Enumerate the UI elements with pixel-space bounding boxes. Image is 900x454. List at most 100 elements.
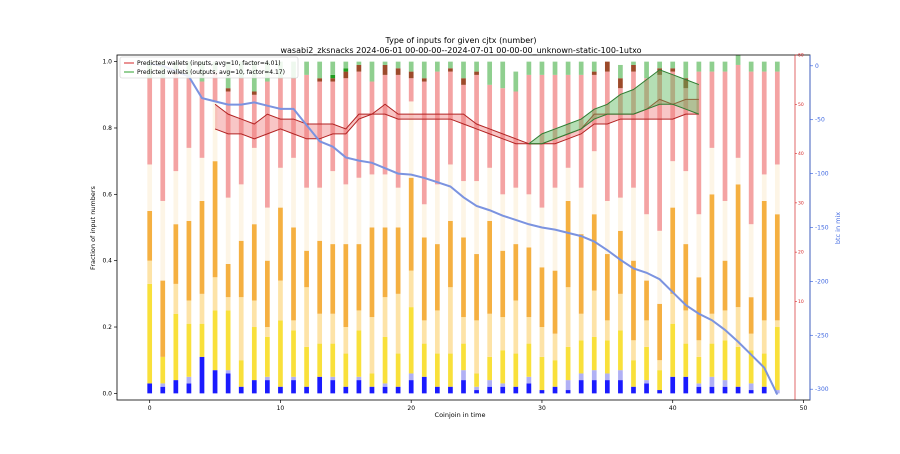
bar-segment-cream — [618, 197, 623, 231]
bar-segment-orange — [722, 260, 728, 311]
bar-segment-lavender — [500, 383, 506, 387]
bar-segment-cream — [434, 184, 440, 245]
bar-segment-pink — [748, 71, 754, 225]
bar-segment-lightgreen — [735, 55, 741, 65]
bar-segment-peach — [317, 313, 323, 344]
bar-segment-peach — [591, 290, 597, 337]
bar-segment-cream — [369, 174, 375, 228]
bar-segment-blue — [265, 380, 270, 394]
bar-segment-orange — [225, 263, 231, 298]
bar-segment-brown — [670, 68, 676, 72]
bar-segment-cream — [356, 177, 362, 245]
bar-segment-peach — [670, 293, 676, 324]
bar-segment-blue — [186, 383, 192, 394]
bar-segment-lightgreen — [369, 61, 375, 82]
bar-segment-lightgreen — [722, 61, 728, 72]
bar-segment-yellow — [631, 360, 636, 387]
bar-segment-pink — [369, 81, 375, 175]
bar-segment-yellow — [474, 373, 479, 387]
bar-segment-pink — [774, 71, 780, 165]
bar-segment-brown — [225, 88, 231, 92]
bar-segment-cream — [173, 171, 179, 225]
bar-segment-lavender — [591, 370, 597, 381]
bar-segment-peach — [265, 327, 270, 337]
bar-segment-orange — [774, 214, 780, 321]
red-tick-label: 20 — [798, 250, 804, 256]
bar-segment-blue — [369, 386, 375, 394]
bar-segment-blue — [591, 380, 597, 394]
bar-segment-blue — [761, 386, 767, 394]
btc-in-mix-line — [149, 62, 779, 396]
bar-segment-lightgreen — [748, 61, 754, 72]
bar-segment-peach — [565, 287, 571, 347]
bar-segment-yellow — [735, 346, 741, 387]
bar-segment-peach — [657, 360, 662, 371]
bar-segment-blue — [317, 376, 323, 394]
bar-segment-blue — [238, 386, 244, 394]
bar-segment-pink — [304, 74, 309, 188]
bar-segment-yellow — [461, 343, 466, 371]
bar-segment-orange — [382, 227, 388, 298]
predicted-outputs-lower-line — [528, 103, 700, 145]
bar-segment-orange — [552, 270, 558, 334]
bar-segment-cream — [696, 214, 702, 278]
bar-segment-yellow — [591, 336, 597, 371]
bar-segment-peach — [500, 317, 506, 351]
bar-segment-brown — [657, 68, 662, 75]
bar-segment-peach — [291, 320, 296, 331]
bar-segment-lightgreen — [644, 61, 649, 79]
bar-segment-peach — [212, 277, 218, 311]
bar-segment-blue — [618, 380, 623, 394]
bar-segment-yellow — [147, 283, 153, 384]
bar-segment-green — [330, 74, 336, 79]
bar-segment-yellow — [382, 336, 388, 384]
bar-segment-pink — [238, 78, 244, 185]
bar-segment-lightgreen — [618, 64, 623, 79]
bar-segment-lightgreen — [552, 61, 558, 75]
predicted-outputs-area — [528, 69, 699, 144]
red-tick-label: 10 — [798, 299, 804, 305]
bar-segment-orange — [160, 280, 166, 357]
bar-segment-orange — [761, 200, 767, 321]
bar-segment-orange — [251, 224, 257, 301]
bar-segment-peach — [709, 313, 715, 344]
bar-segment-lightgreen — [421, 61, 427, 79]
bar-segment-yellow — [238, 360, 244, 387]
bar-segment-peach — [487, 313, 493, 357]
bar-segment-lavender — [774, 390, 780, 394]
bar-segment-blue — [683, 376, 689, 394]
bar-segment-blue — [722, 386, 728, 394]
bar-segment-blue — [644, 383, 649, 394]
bar-segment-blue — [709, 386, 715, 394]
bar-segment-pink — [722, 71, 728, 201]
bar-segment-cream — [199, 157, 205, 201]
bar-segment-orange — [461, 237, 466, 318]
bar-segment-lavender — [461, 370, 466, 381]
bar-segment-peach — [722, 310, 728, 341]
bar-segment-blue — [212, 370, 218, 394]
bar-segment-peach — [526, 317, 532, 344]
bar-segment-pink — [618, 88, 623, 198]
bar-segment-pink — [657, 74, 662, 231]
bar-segment-blue — [382, 386, 388, 394]
bar-segment-yellow — [526, 343, 532, 377]
bar-segment-yellow — [173, 313, 179, 381]
bar-segment-peach — [696, 340, 702, 357]
bar-segment-brown — [317, 78, 323, 82]
bar-segment-pink — [644, 78, 649, 215]
y-tick-label: 0.0 — [102, 390, 112, 397]
bar-segment-peach — [343, 327, 349, 354]
bar-segment-blue — [278, 386, 283, 394]
blue-tick-label: -200 — [815, 278, 829, 285]
bar-segment-lightgreen — [657, 61, 662, 69]
bar-segment-brown — [683, 78, 689, 89]
bar-segment-peach — [147, 260, 153, 284]
bar-segment-cream — [343, 184, 349, 245]
bar-segment-pink — [317, 81, 323, 188]
bar-segment-orange — [670, 207, 676, 294]
bar-segment-yellow — [657, 370, 662, 391]
bar-segment-blue — [147, 383, 153, 394]
bar-segment-cream — [278, 167, 283, 208]
bar-segment-lavender — [291, 376, 296, 381]
bar-segment-lavender — [408, 373, 414, 381]
